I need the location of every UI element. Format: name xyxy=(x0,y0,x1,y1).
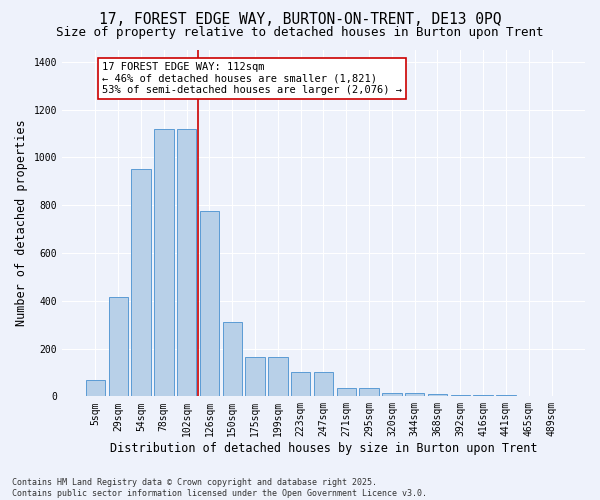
Bar xyxy=(223,322,242,396)
Text: Contains HM Land Registry data © Crown copyright and database right 2025.
Contai: Contains HM Land Registry data © Crown c… xyxy=(12,478,427,498)
Bar xyxy=(314,372,333,396)
Bar xyxy=(428,394,447,396)
Text: 17, FOREST EDGE WAY, BURTON-ON-TRENT, DE13 0PQ: 17, FOREST EDGE WAY, BURTON-ON-TRENT, DE… xyxy=(99,12,501,28)
Bar xyxy=(245,357,265,397)
Bar xyxy=(473,395,493,396)
Bar xyxy=(177,129,196,396)
Bar xyxy=(86,380,105,396)
Bar xyxy=(109,297,128,396)
Bar xyxy=(337,388,356,396)
Text: Size of property relative to detached houses in Burton upon Trent: Size of property relative to detached ho… xyxy=(56,26,544,39)
Bar xyxy=(359,388,379,396)
Bar xyxy=(291,372,310,396)
Bar xyxy=(131,170,151,396)
Text: 17 FOREST EDGE WAY: 112sqm
← 46% of detached houses are smaller (1,821)
53% of s: 17 FOREST EDGE WAY: 112sqm ← 46% of deta… xyxy=(102,62,402,95)
Bar xyxy=(451,395,470,396)
Bar xyxy=(496,395,515,396)
Bar xyxy=(268,357,287,397)
X-axis label: Distribution of detached houses by size in Burton upon Trent: Distribution of detached houses by size … xyxy=(110,442,537,455)
Y-axis label: Number of detached properties: Number of detached properties xyxy=(15,120,28,326)
Bar xyxy=(405,393,424,396)
Bar xyxy=(154,129,173,396)
Bar xyxy=(200,211,219,396)
Bar xyxy=(382,393,401,396)
